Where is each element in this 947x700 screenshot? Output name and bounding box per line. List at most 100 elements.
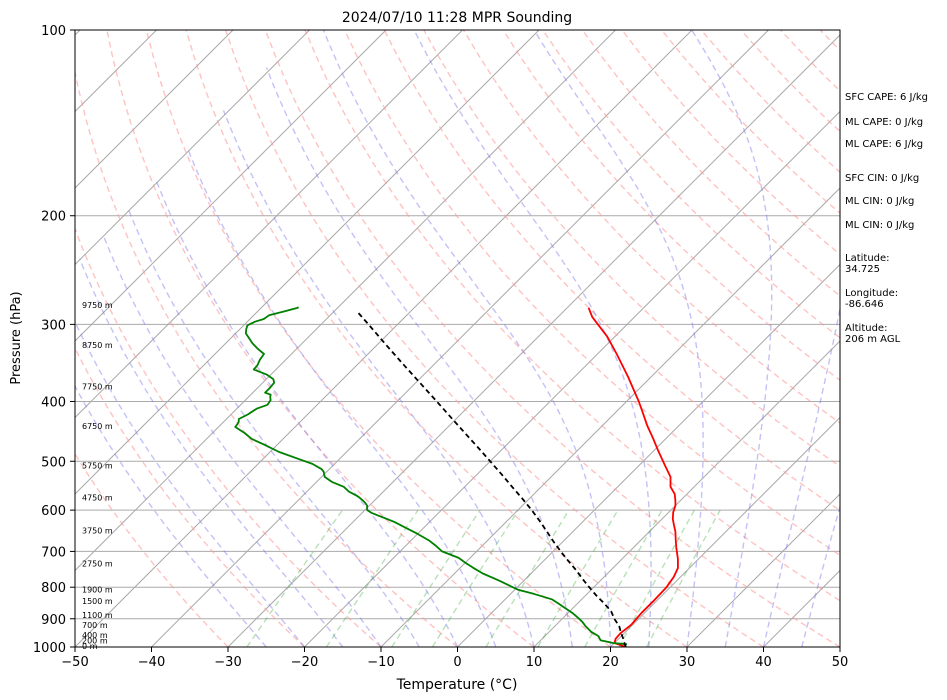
isotherm-line bbox=[304, 110, 840, 647]
moist-adiabat-line bbox=[186, 147, 497, 647]
isotherm-line bbox=[75, 30, 463, 419]
isotherm-line bbox=[75, 30, 693, 647]
isotherm-line bbox=[686, 493, 840, 647]
ml-cape-text: ML CAPE: 0 J/kg bbox=[845, 117, 924, 128]
height-label: 7750 m bbox=[82, 383, 113, 392]
height-label: 1900 m bbox=[82, 586, 113, 595]
isotherm-line bbox=[457, 263, 840, 647]
sfc-cape-text: SFC CAPE: 6 J/kg bbox=[845, 92, 928, 103]
latitude-label: Latitude: bbox=[845, 253, 890, 264]
y-tick-label: 800 bbox=[41, 581, 66, 596]
isotherm-line bbox=[0, 30, 4, 647]
moist-adiabat-line bbox=[691, 30, 773, 647]
y-axis: 100 200 300 400 500 600 700 800 900 1000 bbox=[33, 24, 75, 656]
dewpoint-profile bbox=[234, 306, 628, 646]
isotherm-line bbox=[610, 416, 840, 647]
x-tick-label: 0 bbox=[453, 655, 461, 670]
mixing-ratio-line bbox=[618, 509, 696, 647]
chart-title: 2024/07/10 11:28 MPR Sounding bbox=[342, 10, 572, 26]
moist-adiabat-line bbox=[127, 208, 420, 647]
ml-cape-text-2: ML CAPE: 6 J/kg bbox=[845, 139, 924, 150]
height-label: 4750 m bbox=[82, 494, 113, 503]
height-label: 3750 m bbox=[82, 527, 113, 536]
x-axis-label: Temperature (°C) bbox=[396, 677, 518, 693]
dry-adiabat-line bbox=[304, 30, 840, 602]
mixing-ratio-line bbox=[584, 509, 663, 647]
height-label: 200 m bbox=[82, 637, 108, 646]
ml-cin-text-2: ML CIN: 0 J/kg bbox=[845, 220, 915, 231]
isotherm-line bbox=[75, 30, 616, 572]
dry-adiabat-line bbox=[75, 226, 382, 647]
height-label: 400 m bbox=[82, 631, 108, 640]
x-tick-label: 50 bbox=[832, 655, 849, 670]
y-axis-label: Pressure (hPa) bbox=[9, 291, 24, 384]
isotherm-line bbox=[227, 34, 840, 647]
y-tick-label: 500 bbox=[41, 455, 66, 470]
moist-adiabat-line bbox=[222, 110, 535, 647]
y-tick-label: 400 bbox=[41, 395, 66, 410]
isotherm-line bbox=[533, 340, 840, 647]
latitude-value: 34.725 bbox=[845, 264, 880, 275]
dry-adiabat-line bbox=[185, 30, 688, 647]
y-tick-label: 700 bbox=[41, 545, 66, 560]
height-label: 2750 m bbox=[82, 559, 113, 568]
mixing-ratio-line bbox=[485, 509, 570, 647]
dry-adiabat-line bbox=[423, 30, 840, 468]
y-tick-label: 600 bbox=[41, 504, 66, 519]
height-label: 5750 m bbox=[82, 462, 113, 471]
moist-adiabat-line bbox=[801, 504, 840, 647]
mixing-ratio-line bbox=[645, 509, 721, 647]
x-tick-label: 40 bbox=[755, 655, 772, 670]
altitude-value: 206 m AGL bbox=[845, 334, 901, 345]
x-tick-label: 20 bbox=[602, 655, 619, 670]
dry-adiabat-line bbox=[343, 30, 840, 556]
moist-adiabat-line bbox=[322, 30, 612, 647]
x-axis: −50 −40 −30 −20 −10 0 10 20 30 40 50 bbox=[61, 647, 848, 670]
isotherm-line bbox=[75, 30, 234, 189]
mixing-ratio-line bbox=[537, 509, 619, 647]
isotherm-line bbox=[75, 30, 540, 495]
x-tick-label: −10 bbox=[367, 655, 394, 670]
isotherm-line bbox=[75, 30, 310, 266]
ml-cin-text: ML CIN: 0 J/kg bbox=[845, 196, 915, 207]
x-tick-label: −30 bbox=[214, 655, 241, 670]
moist-adiabat-line bbox=[75, 320, 306, 647]
moist-adiabat-line bbox=[265, 67, 573, 647]
x-tick-label: 10 bbox=[526, 655, 543, 670]
height-label: 1100 m bbox=[82, 611, 113, 620]
mixing-ratio-line bbox=[246, 509, 344, 647]
moist-adiabat-line bbox=[79, 258, 344, 647]
dry-adiabat-line bbox=[264, 30, 840, 647]
x-tick-label: −40 bbox=[138, 655, 165, 670]
moist-adiabat-line bbox=[533, 30, 704, 647]
x-tick-label: 30 bbox=[679, 655, 696, 670]
dry-adiabat-line bbox=[145, 30, 611, 647]
mixing-ratio-line bbox=[391, 509, 481, 647]
isotherm-line bbox=[151, 30, 769, 647]
moist-adiabat-line bbox=[102, 234, 382, 647]
height-label: 700 m bbox=[82, 621, 108, 630]
moist-adiabat-line bbox=[762, 304, 840, 647]
y-tick-label: 1000 bbox=[33, 641, 66, 656]
mixing-ratio-line bbox=[325, 509, 419, 647]
isotherm-line bbox=[380, 187, 840, 647]
x-tick-label: −50 bbox=[61, 655, 88, 670]
y-tick-label: 200 bbox=[41, 210, 66, 225]
plot-frame bbox=[74, 29, 841, 648]
dry-adiabat-line bbox=[75, 452, 229, 647]
sfc-cin-text: SFC CIN: 0 J/kg bbox=[845, 173, 920, 184]
dry-adiabat-line bbox=[383, 30, 840, 512]
moist-adiabat-line bbox=[155, 179, 459, 647]
y-tick-label: 100 bbox=[41, 24, 66, 39]
altitude-label: Altitude: bbox=[845, 323, 888, 334]
longitude-value: -86.646 bbox=[845, 299, 884, 310]
height-label: 1500 m bbox=[82, 597, 113, 606]
isotherm-line bbox=[75, 30, 387, 342]
dry-adiabat-line bbox=[106, 30, 535, 647]
temperature-profile bbox=[587, 307, 679, 647]
height-label: 8750 m bbox=[82, 341, 113, 350]
mixing-ratio-line bbox=[431, 509, 519, 647]
y-tick-label: 900 bbox=[41, 613, 66, 628]
